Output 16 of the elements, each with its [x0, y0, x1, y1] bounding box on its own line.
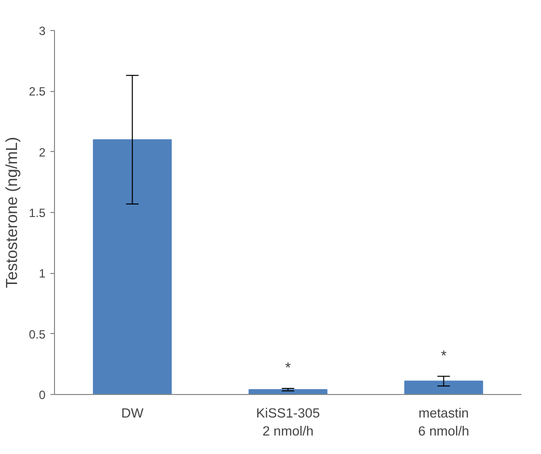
y-axis-title: Testosterone (ng/mL) [4, 136, 21, 288]
bar [404, 380, 484, 394]
y-tick-label: 3 [38, 24, 46, 38]
y-tick-label: 0 [38, 388, 46, 402]
y-tick-label: 1.5 [28, 206, 46, 220]
x-tick-label: DW [121, 406, 144, 420]
x-tick-label: KiSS1-305 2 nmol/h [256, 406, 320, 438]
y-tick-label: 1 [38, 266, 46, 281]
y-tick-label: 2.5 [28, 84, 46, 99]
bar [248, 389, 328, 394]
y-tick-label: 0.5 [28, 327, 46, 342]
y-tick-label: 2 [38, 145, 46, 160]
x-tick-label: metastin 6 nmol/h [418, 406, 470, 438]
bar [92, 139, 172, 394]
annotation: * [440, 348, 447, 364]
annotation: * [285, 360, 292, 376]
